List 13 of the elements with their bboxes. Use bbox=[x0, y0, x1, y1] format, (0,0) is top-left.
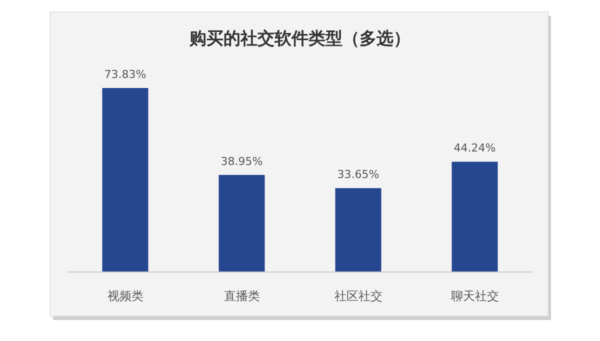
x-tick-label: 聊天社交 bbox=[450, 289, 499, 303]
bar bbox=[452, 162, 498, 272]
data-label: 38.95% bbox=[220, 154, 263, 168]
data-label: 44.24% bbox=[454, 142, 496, 155]
bar bbox=[335, 188, 382, 272]
data-label: 33.65% bbox=[337, 168, 380, 182]
chart-title: 购买的社交软件类型（多选） bbox=[188, 29, 410, 49]
bar bbox=[102, 88, 148, 272]
data-label: 73.83% bbox=[104, 68, 146, 81]
bar bbox=[218, 174, 265, 272]
x-tick-label: 社区社交 bbox=[334, 289, 382, 303]
x-tick-label: 视频类 bbox=[107, 289, 144, 303]
x-tick-label: 直播类 bbox=[224, 289, 260, 303]
